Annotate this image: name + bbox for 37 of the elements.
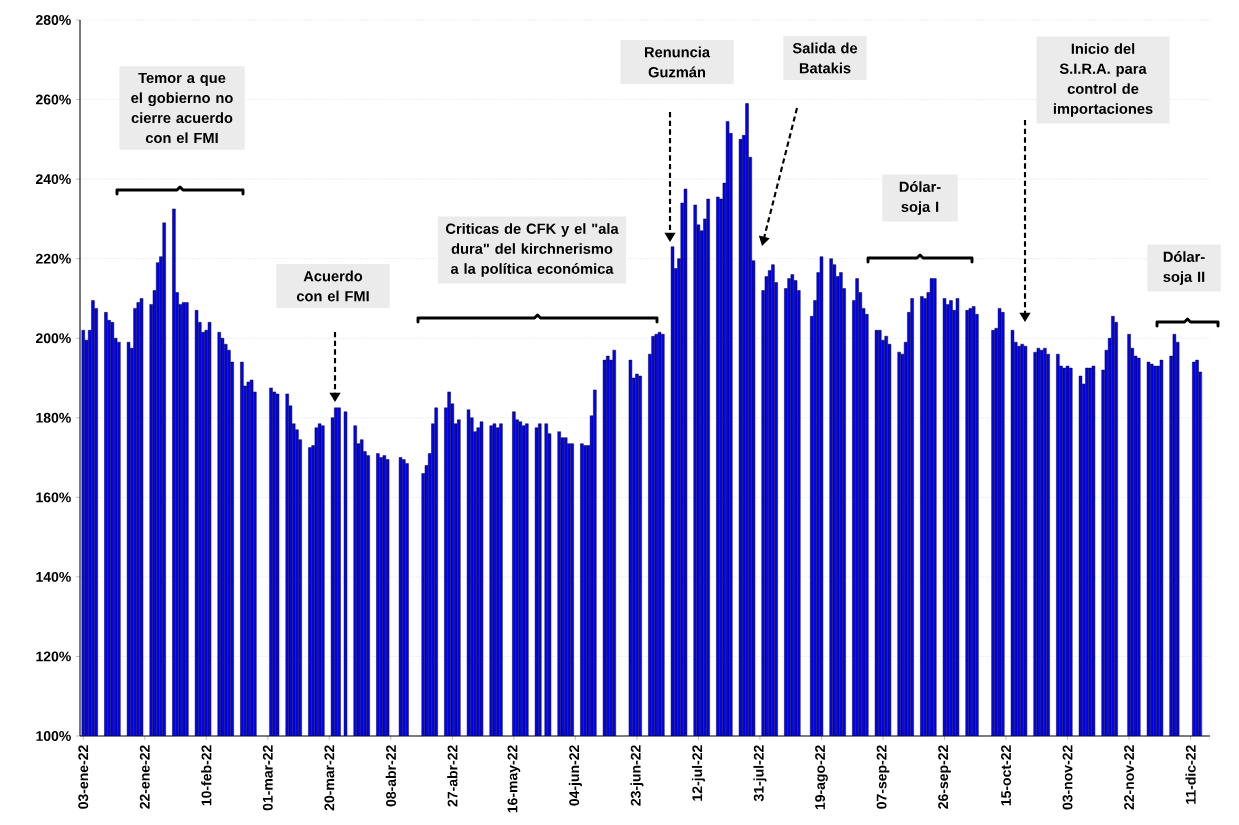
x-tick-label: 03-nov-22 [1062, 745, 1073, 810]
annotation: Salida de Batakis [792, 42, 858, 74]
x-tick-label: 22-nov-22 [1124, 745, 1135, 810]
x-tick-label: 27-abr-22 [447, 745, 458, 807]
x-tick-label: 15-oct-22 [1001, 745, 1011, 806]
y-tick-label: 100% [36, 731, 71, 741]
y-tick-label: 200% [35, 333, 71, 344]
x-tick-label: 08-abr-22 [385, 745, 396, 807]
x-tick-label: 07-sep-22 [876, 745, 890, 809]
x-tick-label: 10-feb-22 [201, 745, 212, 806]
x-tick-label: 20-mar-22 [324, 745, 335, 811]
y-tick-label: 260% [35, 94, 71, 105]
y-tick-label: 220% [35, 253, 71, 264]
x-tick-label: 31-jul-22 [753, 745, 767, 802]
y-tick-label: 140% [36, 571, 71, 582]
x-tick-label: 03-ene-22 [78, 745, 89, 809]
x-tick-label: 26-sep-22 [938, 745, 951, 809]
x-tick-label: 22-ene-22 [139, 745, 150, 809]
annotation: Acuerdo con el FMI [296, 270, 369, 302]
x-tick-label: 11-dic-22 [1185, 745, 1196, 804]
x-tick-label: 16-may-22 [507, 745, 521, 813]
annotation: Dólar-soja II [1163, 251, 1205, 285]
x-tick-label: 01-mar-22 [262, 745, 273, 811]
y-tick-label: 240% [35, 174, 71, 185]
x-tick-label: 04-jun-22 [568, 745, 582, 806]
y-tick-label: 120% [36, 651, 71, 662]
y-tick-label: 160% [36, 492, 71, 503]
annotation: Inicio del S.I.R.A. para control de importaciones [1053, 43, 1153, 117]
y-tick-label: 180% [36, 412, 71, 423]
x-tick-label: 19-ago-22 [815, 745, 828, 810]
x-tick-label: 23-jun-22 [630, 745, 644, 806]
annotation: Dólar-soja I [899, 181, 941, 215]
annotation: Temor a que el gobierno no cierre acuerdo con el FMI [131, 72, 233, 144]
annotation: Criticas de CFK y el "ala dura" del kirchnerismo a la política económica [445, 223, 619, 277]
annotation: Renuncia Guzmán [644, 46, 711, 78]
x-tick-label: 12-jul-22 [691, 745, 705, 801]
y-tick-label: 280% [35, 15, 71, 25]
